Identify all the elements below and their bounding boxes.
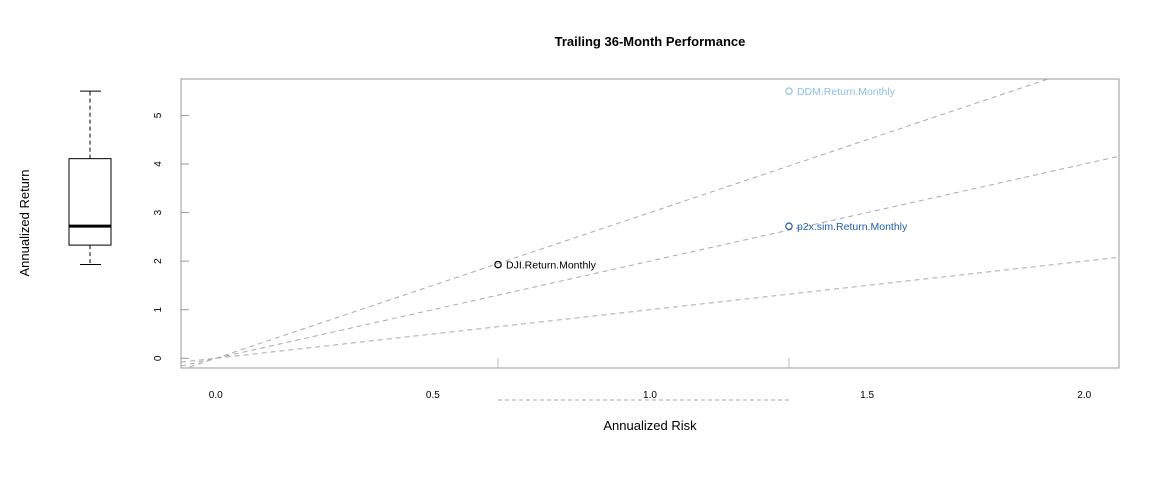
y-tick-label: 5: [153, 112, 164, 118]
data-point: [494, 260, 502, 269]
chart-title: Trailing 36-Month Performance: [555, 34, 746, 49]
sharpe-line-1: [181, 256, 1119, 363]
y-tick-label: 1: [153, 306, 164, 312]
x-axis-label: Annualized Risk: [603, 418, 697, 433]
data-point: [785, 87, 793, 95]
sharpe-line-3: [185, 79, 1050, 368]
y-axis-label: Annualized Return: [17, 170, 32, 277]
point-label: DJI.Return.Monthly: [506, 260, 597, 272]
x-tick-label: 1.0: [643, 390, 657, 401]
x-tick-label: 0.5: [426, 390, 440, 401]
sharpe-line-2: [181, 155, 1119, 367]
return-box: [68, 158, 112, 246]
plot-frame: [180, 78, 1120, 369]
y-tick-label: 2: [153, 258, 164, 264]
y-tick-label: 0: [153, 355, 164, 361]
x-tick-label: 1.5: [860, 390, 874, 401]
y-tick-label: 3: [153, 209, 164, 215]
y-tick-label: 4: [153, 161, 164, 167]
point-label: DDM.Return.Monthly: [797, 86, 896, 98]
x-tick-label: 0.0: [209, 390, 223, 401]
data-point: [785, 222, 793, 230]
point-label: p2x.sim.Return.Monthly: [797, 221, 908, 233]
x-tick-label: 2.0: [1077, 390, 1091, 401]
